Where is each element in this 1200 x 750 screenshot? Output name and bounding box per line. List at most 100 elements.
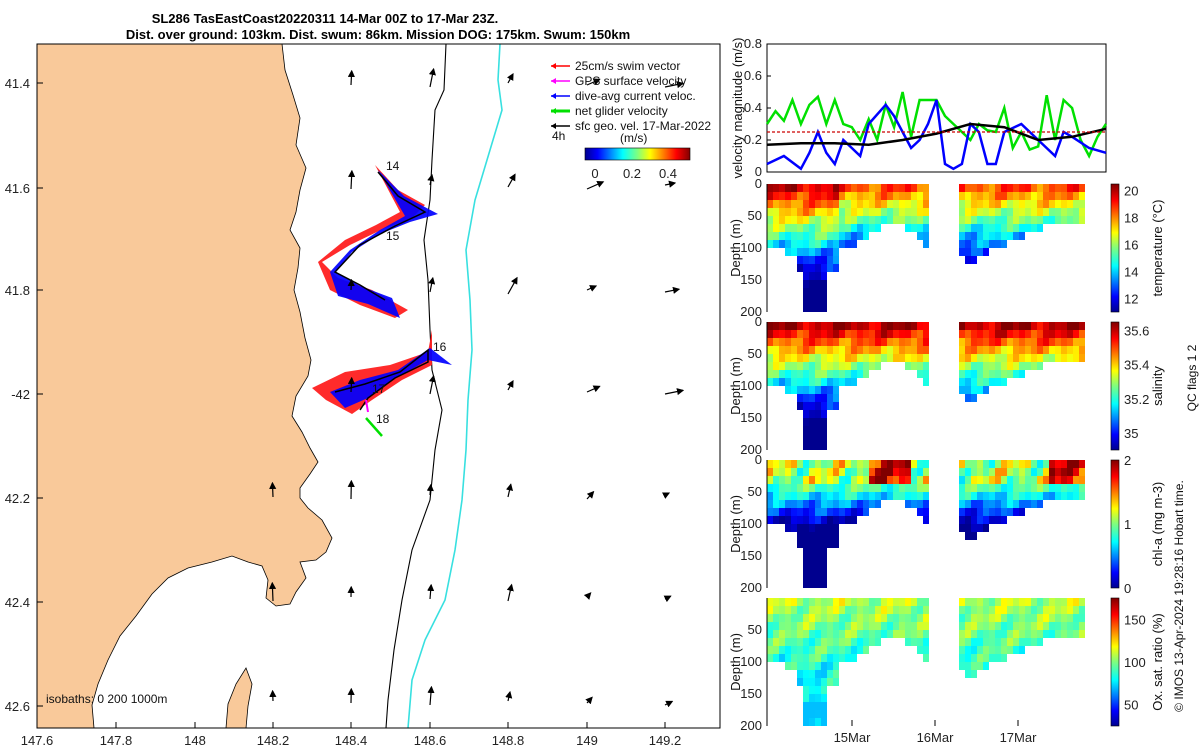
- section-cell: [971, 646, 977, 654]
- section-cell: [1013, 460, 1019, 468]
- section-cell: [1007, 492, 1013, 500]
- section-cell: [833, 232, 839, 240]
- section-cell: [785, 476, 791, 484]
- section-cell: [1001, 192, 1007, 200]
- swim-vector-swath-lower: [312, 330, 432, 414]
- section-cell: [1001, 598, 1007, 606]
- section-cell: [905, 622, 911, 630]
- section-cell: [965, 606, 971, 614]
- section-cell: [899, 598, 905, 606]
- section-cell: [833, 330, 839, 338]
- section-cell: [1013, 492, 1019, 500]
- section-cell: [1001, 208, 1007, 216]
- section-cell: [887, 322, 893, 330]
- section-cell: [1007, 484, 1013, 492]
- section-cell: [821, 476, 827, 484]
- section-cell: [815, 248, 821, 256]
- section-cell: [833, 638, 839, 646]
- section-cell: [815, 304, 821, 312]
- section-cell: [965, 622, 971, 630]
- section-cell: [911, 500, 917, 508]
- section-cell: [869, 216, 875, 224]
- section-cell: [1073, 622, 1079, 630]
- section-cell: [785, 654, 791, 662]
- section-cell: [923, 338, 929, 346]
- section-cell: [1007, 322, 1013, 330]
- section-cell: [1007, 476, 1013, 484]
- section-cell: [1001, 362, 1007, 370]
- section-cell: [1007, 460, 1013, 468]
- section-cell: [971, 532, 977, 540]
- section-cell: [1061, 460, 1067, 468]
- section-colorbar-tick: 35.6: [1124, 324, 1149, 339]
- section-cell: [785, 200, 791, 208]
- section-cell: [815, 418, 821, 426]
- section-colorbar-tick: 1: [1124, 517, 1131, 532]
- section-cell: [821, 418, 827, 426]
- section-cell: [1019, 614, 1025, 622]
- section-cell: [821, 442, 827, 450]
- section-cell: [1061, 200, 1067, 208]
- section-cell: [869, 614, 875, 622]
- section-cell: [839, 330, 845, 338]
- section-cell: [1007, 330, 1013, 338]
- section-cell: [959, 484, 965, 492]
- legend-item-label: GPS surface velocity: [575, 74, 686, 88]
- section-cell: [1031, 484, 1037, 492]
- section-cell: [965, 654, 971, 662]
- section-cell: [1073, 192, 1079, 200]
- section-cell: [803, 694, 809, 702]
- section-cell: [983, 476, 989, 484]
- section-cell: [1007, 606, 1013, 614]
- section-cell: [911, 338, 917, 346]
- section-cell: [791, 184, 797, 192]
- section-cell: [905, 630, 911, 638]
- section-cell: [851, 216, 857, 224]
- section-cell: [989, 200, 995, 208]
- section-y-tick: 150: [740, 548, 762, 563]
- section-cell: [923, 208, 929, 216]
- section-cell: [905, 638, 911, 646]
- section-cell: [767, 322, 773, 330]
- map-x-tick-label: 148: [184, 733, 206, 748]
- section-cell: [911, 224, 917, 232]
- section-cell: [977, 484, 983, 492]
- section-cell: [815, 208, 821, 216]
- section-cell: [887, 460, 893, 468]
- section-cell: [1007, 216, 1013, 224]
- velocity-y-tick: 0: [755, 164, 762, 179]
- section-cell: [791, 524, 797, 532]
- section-cell: [893, 460, 899, 468]
- section-cell: [773, 484, 779, 492]
- section-cell: [803, 208, 809, 216]
- section-cell: [821, 386, 827, 394]
- section-cell: [833, 598, 839, 606]
- section-cell: [833, 630, 839, 638]
- section-cell: [1031, 622, 1037, 630]
- section-cell: [1079, 468, 1085, 476]
- section-cell: [923, 216, 929, 224]
- section-cell: [1001, 500, 1007, 508]
- sfc-velocity-arrow: [427, 583, 435, 600]
- section-cell: [1037, 638, 1043, 646]
- section-cell: [905, 208, 911, 216]
- section-y-tick: 200: [740, 718, 762, 733]
- section-cell: [989, 338, 995, 346]
- section-cell: [971, 240, 977, 248]
- section-cell: [989, 484, 995, 492]
- section-y-tick: 150: [740, 410, 762, 425]
- section-cell: [821, 686, 827, 694]
- section-cell: [911, 330, 917, 338]
- section-cell: [779, 622, 785, 630]
- section-cell: [977, 200, 983, 208]
- section-cell: [779, 184, 785, 192]
- section-cell: [1025, 468, 1031, 476]
- section-cell: [785, 338, 791, 346]
- section-cell: [893, 192, 899, 200]
- section-cell: [833, 662, 839, 670]
- section-cell: [893, 598, 899, 606]
- section-cell: [983, 606, 989, 614]
- section-cell: [959, 322, 965, 330]
- section-cell: [1067, 630, 1073, 638]
